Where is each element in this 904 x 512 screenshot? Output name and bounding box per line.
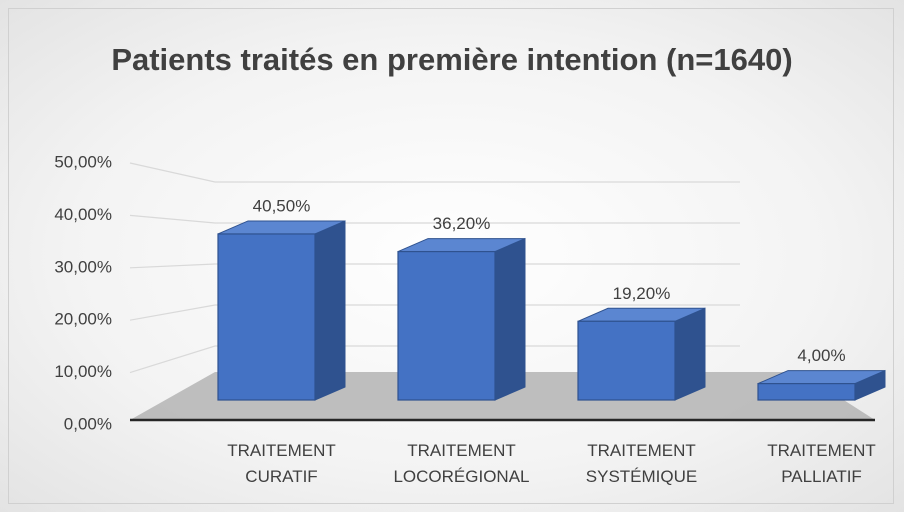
bar-side [314,220,346,401]
data-label: 4,00% [797,346,845,365]
bar-front [397,250,496,401]
bar [397,237,526,401]
x-tick-label: TRAITEMENT CURATIF [227,441,336,486]
y-tick-label: 40,00% [54,205,112,224]
grid-line [129,263,740,269]
grid-line [129,162,740,183]
x-tick-label: TRAITEMENT LOCORÉGIONAL [393,441,530,486]
chart-frame [8,8,894,504]
bar [757,369,886,401]
bar-front [217,233,316,401]
y-tick-label: 10,00% [54,362,112,381]
y-tick-label: 30,00% [54,257,112,276]
y-tick-label: 0,00% [64,414,112,433]
x-tick-label: TRAITEMENT SYSTÉMIQUE [585,441,698,486]
bar [217,220,346,401]
chart-title: Patients traités en première intention (… [111,42,793,77]
data-label: 40,50% [253,196,311,215]
bar-side [494,237,526,401]
bar-front [757,383,856,401]
y-tick-label: 50,00% [54,152,112,171]
bar-side [674,307,706,401]
bar [577,307,706,401]
data-label: 19,20% [613,284,671,303]
grid-line [129,304,740,321]
y-tick-label: 20,00% [54,310,112,329]
grid-line [129,214,740,224]
data-label: 36,20% [433,214,491,233]
grid-line [129,345,740,374]
bar-front [577,320,676,401]
x-tick-label: TRAITEMENT PALLIATIF [767,441,876,486]
